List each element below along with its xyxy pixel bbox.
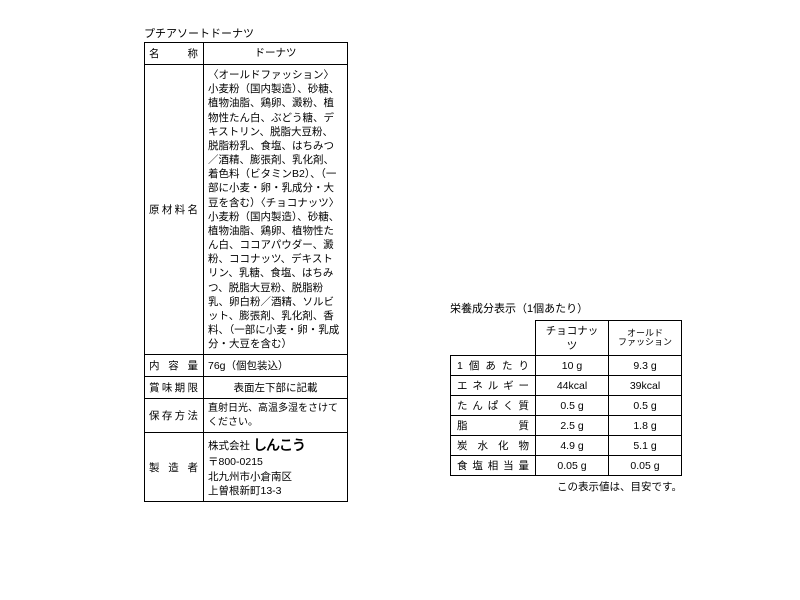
cell-value: 0.5 g	[609, 396, 682, 416]
cell-value: 0.5 g	[536, 396, 609, 416]
col-header: オールドファッション	[609, 321, 682, 356]
product-title: プチアソートドーナツ	[144, 25, 254, 41]
spec-value-ingredients: 〈オールドファッション〉小麦粉（国内製造）、砂糖、植物油脂、鶏卵、澱粉、植物性た…	[204, 65, 348, 355]
cell-value: 0.05 g	[536, 456, 609, 476]
company-postal: 〒800-0215	[208, 455, 343, 469]
col-header: チョコナッツ	[536, 321, 609, 356]
spec-value: 直射日光、高温多湿をさけてください。	[204, 399, 348, 433]
spec-value: 76g（個包装込）	[204, 355, 348, 377]
cell-value: 9.3 g	[609, 356, 682, 376]
spec-label: 名 称	[145, 43, 204, 65]
cell-value: 44kcal	[536, 376, 609, 396]
table-row: 食塩相当量 0.05 g 0.05 g	[451, 456, 682, 476]
table-row: 賞味期限 表面左下部に記載	[145, 377, 348, 399]
table-row: 炭水化物 4.9 g 5.1 g	[451, 436, 682, 456]
company-prefix: 株式会社	[208, 439, 250, 453]
table-row: 1個あたり 10 g 9.3 g	[451, 356, 682, 376]
cell-value: 10 g	[536, 356, 609, 376]
spec-label: 原材料名	[145, 65, 204, 355]
company-address-1: 北九州市小倉南区	[208, 470, 343, 484]
spec-value: ドーナツ	[204, 43, 348, 65]
table-row: 名 称 ドーナツ	[145, 43, 348, 65]
cell-value: 5.1 g	[609, 436, 682, 456]
nutrition-table: チョコナッツ オールドファッション 1個あたり 10 g 9.3 g エネルギー…	[450, 320, 682, 476]
spec-label: 賞味期限	[145, 377, 204, 399]
spec-value: 表面左下部に記載	[204, 377, 348, 399]
table-row: 原材料名 〈オールドファッション〉小麦粉（国内製造）、砂糖、植物油脂、鶏卵、澱粉…	[145, 65, 348, 355]
spec-label-manufacturer: 製 造 者	[145, 433, 204, 501]
cell-value: 1.8 g	[609, 416, 682, 436]
manufacturer-cell: 株式会社 しんこう 〒800-0215 北九州市小倉南区 上曽根新町13-3	[204, 433, 348, 501]
cell-value: 4.9 g	[536, 436, 609, 456]
row-label: エネルギー	[451, 376, 536, 396]
nutrition-title: 栄養成分表示（1個あたり）	[450, 300, 682, 316]
company-logo: しんこう	[253, 436, 305, 455]
row-label: 脂 質	[451, 416, 536, 436]
table-row: たんぱく質 0.5 g 0.5 g	[451, 396, 682, 416]
spec-label: 内 容 量	[145, 355, 204, 377]
table-row: 内 容 量 76g（個包装込）	[145, 355, 348, 377]
row-label: たんぱく質	[451, 396, 536, 416]
nutrition-note: この表示値は、目安です。	[450, 479, 682, 494]
table-row: 保存方法 直射日光、高温多湿をさけてください。	[145, 399, 348, 433]
row-label: 食塩相当量	[451, 456, 536, 476]
table-row: 製 造 者 株式会社 しんこう 〒800-0215 北九州市小倉南区 上曽根新町…	[145, 433, 348, 501]
table-row: エネルギー 44kcal 39kcal	[451, 376, 682, 396]
table-row: チョコナッツ オールドファッション	[451, 321, 682, 356]
cell-value: 2.5 g	[536, 416, 609, 436]
table-row: 脂 質 2.5 g 1.8 g	[451, 416, 682, 436]
nutrition-block: 栄養成分表示（1個あたり） チョコナッツ オールドファッション 1個あたり 10…	[450, 300, 682, 494]
row-label: 炭水化物	[451, 436, 536, 456]
empty-header	[451, 321, 536, 356]
spec-table: 名 称 ドーナツ 原材料名 〈オールドファッション〉小麦粉（国内製造）、砂糖、植…	[144, 42, 348, 502]
cell-value: 39kcal	[609, 376, 682, 396]
row-label: 1個あたり	[451, 356, 536, 376]
spec-label: 保存方法	[145, 399, 204, 433]
cell-value: 0.05 g	[609, 456, 682, 476]
company-address-2: 上曽根新町13-3	[208, 484, 343, 498]
